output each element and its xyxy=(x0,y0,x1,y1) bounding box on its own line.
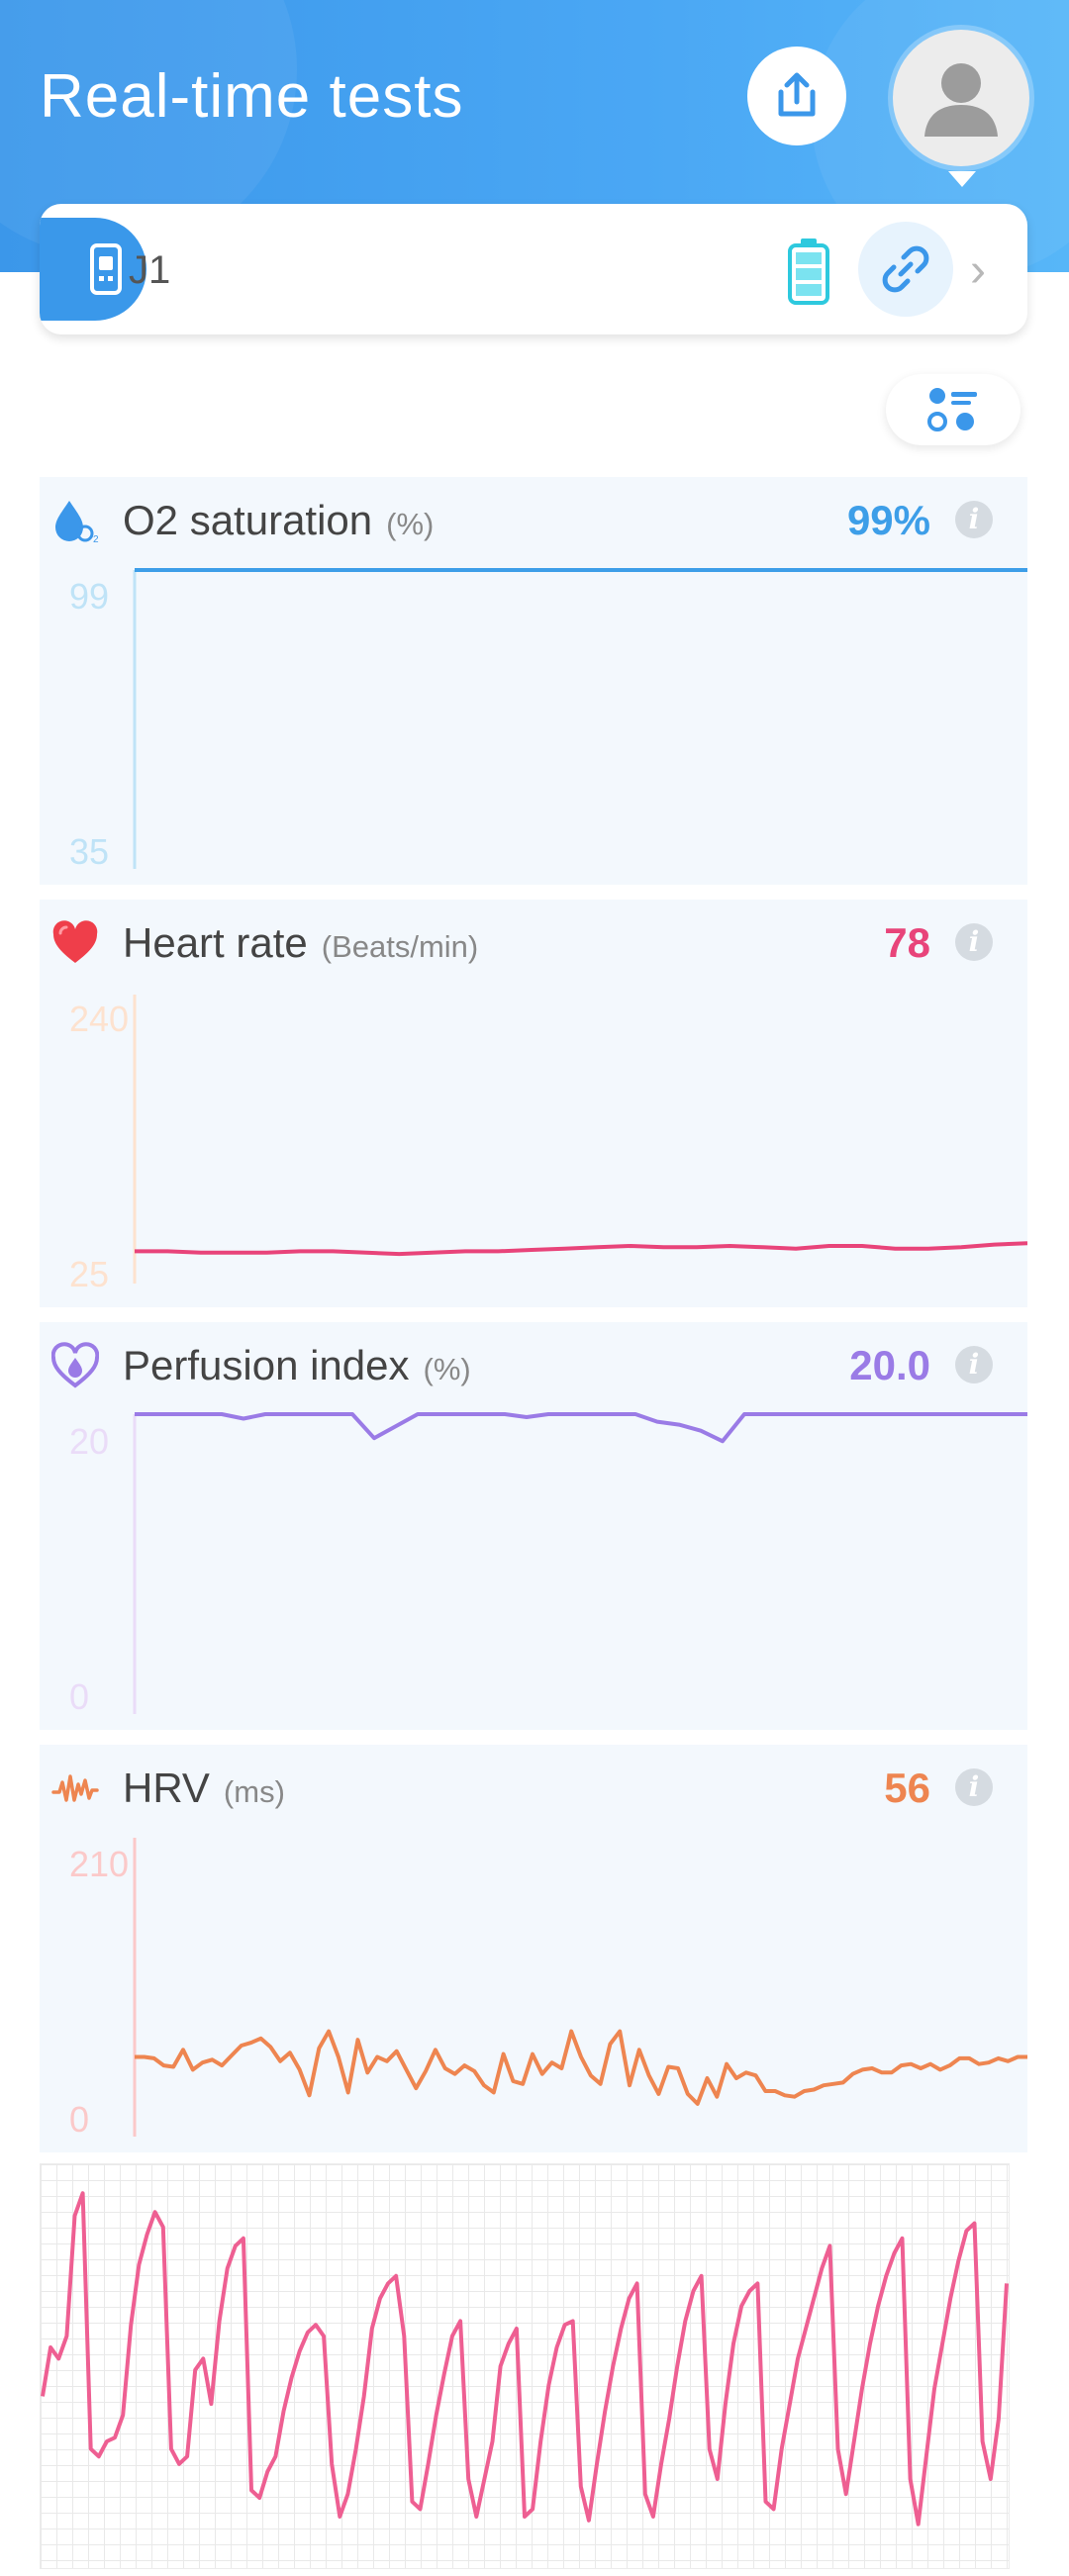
info-icon[interactable]: i xyxy=(955,501,993,538)
heart_rate-series-line xyxy=(135,1241,1027,1257)
device-name: J1 xyxy=(129,248,171,292)
ecg-waveform xyxy=(41,2191,1009,2527)
perfusion-y-min: 0 xyxy=(69,1676,90,1717)
heart-icon xyxy=(52,920,98,963)
heart-rate-y-max: 240 xyxy=(69,999,130,1039)
header: Real-time tests xyxy=(0,0,1069,272)
hrv-value: 56 xyxy=(884,1765,930,1811)
heart-rate-panel: Heart rate (Beats/min) 78 i 240 25 xyxy=(40,900,1027,1307)
page-title: Real-time tests xyxy=(40,62,464,131)
battery-full-icon xyxy=(788,239,829,305)
chevron-right-icon[interactable]: › xyxy=(970,244,986,297)
link-icon xyxy=(882,245,929,293)
spo2-y-max: 99 xyxy=(69,576,110,617)
hrv-series-line xyxy=(135,2029,1027,2106)
perfusion-panel: Perfusion index (%) 20.0 i 20 0 xyxy=(40,1322,1027,1730)
heart-rate-title: Heart rate (Beats/min) xyxy=(123,919,479,966)
info-icon[interactable]: i xyxy=(955,1346,993,1383)
ecg-waveform-panel xyxy=(40,2163,1010,2569)
heart-rate-value: 78 xyxy=(884,919,930,966)
avatar-dropdown-caret[interactable] xyxy=(948,171,976,187)
perfusion-chart xyxy=(133,1412,1027,1714)
list-settings-icon xyxy=(927,388,977,431)
hrv-title: HRV (ms) xyxy=(123,1765,285,1811)
info-icon[interactable]: i xyxy=(955,1768,993,1806)
device-tab xyxy=(40,218,146,321)
spo2-panel: 2 O2 saturation (%) 99% i 99 35 xyxy=(40,477,1027,885)
info-icon[interactable]: i xyxy=(955,923,993,961)
perfusion-title: Perfusion index (%) xyxy=(123,1342,471,1388)
display-settings-button[interactable] xyxy=(886,374,1020,445)
perfusion-y-max: 20 xyxy=(69,1421,110,1462)
perfusion-value: 20.0 xyxy=(849,1342,930,1388)
water-drop-o2-icon: 2 xyxy=(55,501,99,544)
perfusion-series-line xyxy=(135,1412,1027,1444)
heart-rate-y-min: 25 xyxy=(69,1254,110,1294)
connect-link-button[interactable] xyxy=(858,222,953,317)
spo2-y-min: 35 xyxy=(69,831,110,872)
hrv-wave-icon xyxy=(51,1774,99,1802)
hrv-y-min: 0 xyxy=(69,2099,90,2140)
ecg-trace-line xyxy=(41,2191,1009,2527)
avatar-button[interactable] xyxy=(893,30,1029,166)
spo2-title: O2 saturation (%) xyxy=(123,497,435,543)
spo2-chart xyxy=(133,568,1027,869)
hrv-chart xyxy=(133,1838,1027,2137)
share-button[interactable] xyxy=(747,47,846,145)
svg-text:2: 2 xyxy=(93,534,99,544)
hrv-panel: HRV (ms) 56 i 210 0 xyxy=(40,1745,1027,2152)
heart-rate-chart xyxy=(133,995,1027,1284)
spo2-value: 99% xyxy=(846,497,930,543)
heart-drop-icon xyxy=(51,1342,99,1388)
device-icon xyxy=(90,243,122,295)
share-upload-icon xyxy=(778,72,816,117)
device-card[interactable]: J1 › xyxy=(40,204,1027,334)
user-avatar-icon xyxy=(924,63,998,137)
hrv-y-max: 210 xyxy=(69,1844,130,1884)
